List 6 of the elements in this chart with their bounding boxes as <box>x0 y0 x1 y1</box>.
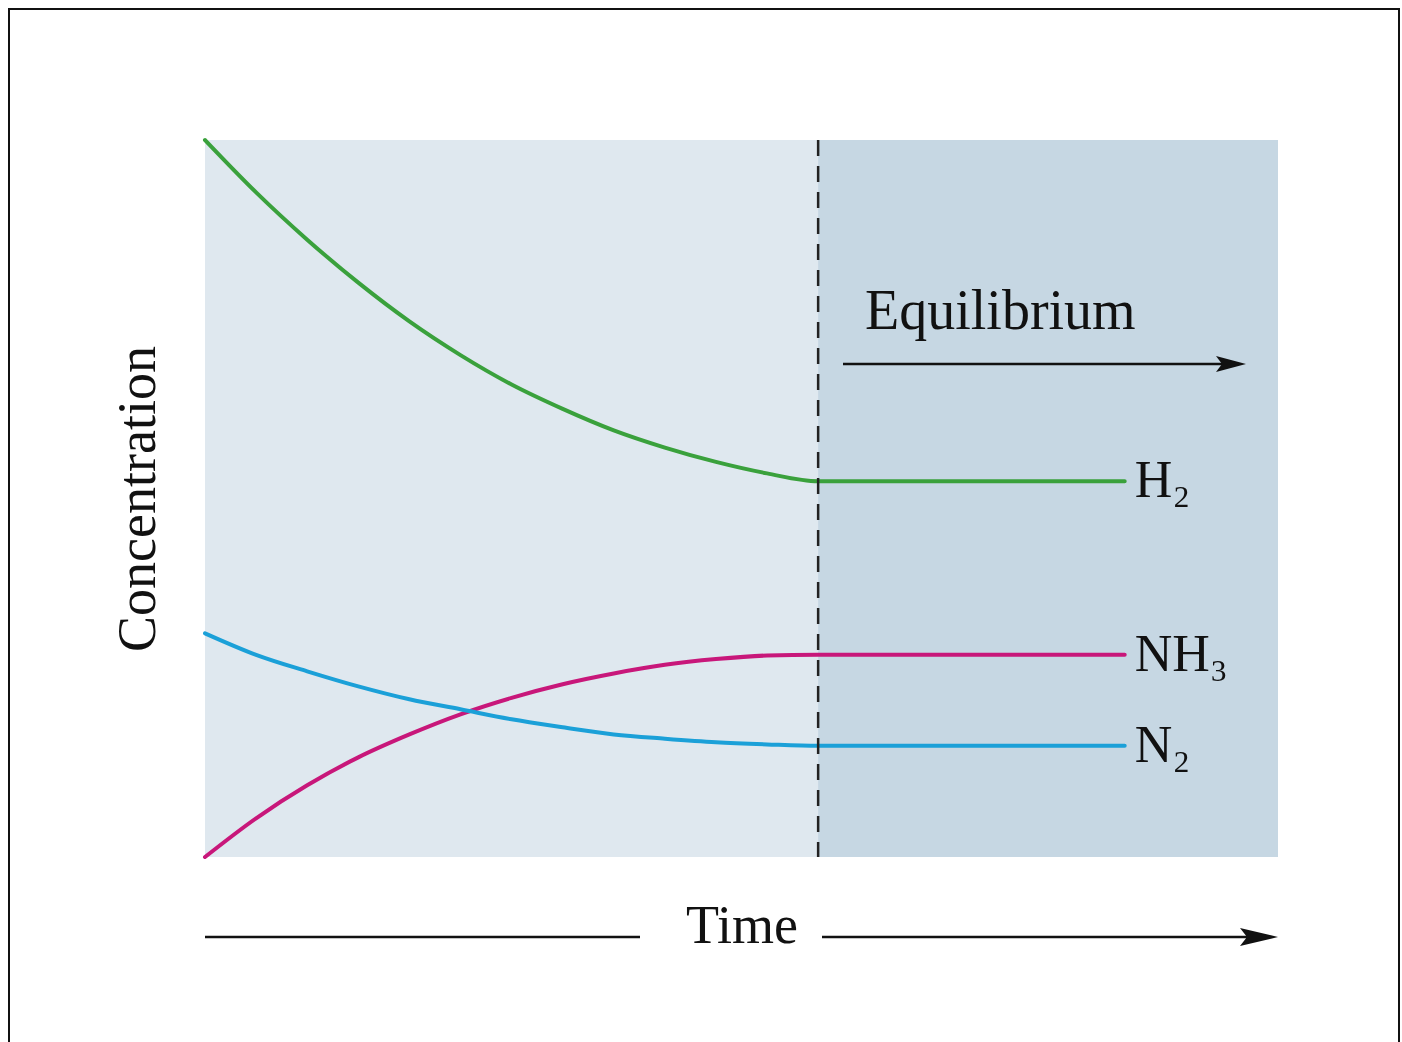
annotation: Equilibrium <box>865 279 1136 341</box>
y-axis-title: Concentration <box>106 346 167 652</box>
series-label: N₂ <box>1134 715 1191 773</box>
series-label: H₂ <box>1134 451 1191 509</box>
x-axis-title: Time <box>685 894 799 955</box>
series-label: NH₃ <box>1134 624 1228 682</box>
